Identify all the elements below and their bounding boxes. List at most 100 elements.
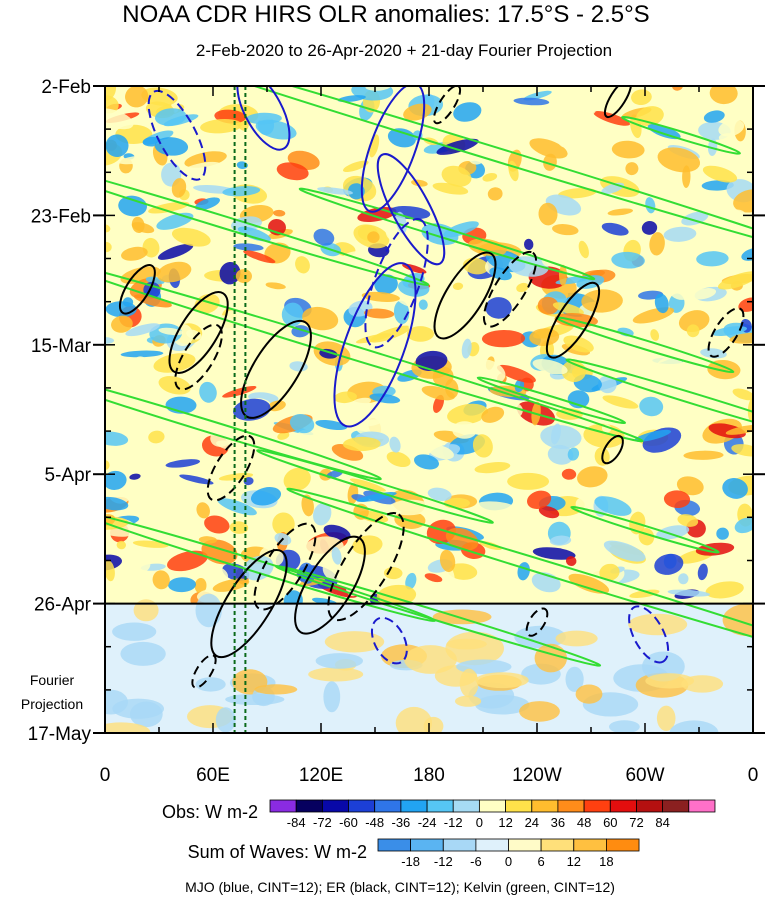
mjo-contour — [376, 153, 446, 266]
er-contour — [118, 264, 156, 315]
field-blob — [475, 501, 517, 514]
kelvin-contour — [274, 565, 602, 667]
field-blob — [436, 138, 479, 155]
field-blob — [233, 243, 264, 251]
field-blob — [474, 461, 511, 474]
field-blob — [414, 454, 439, 470]
field-blob — [702, 165, 738, 183]
field-blob — [487, 187, 503, 201]
field-blob — [415, 350, 448, 371]
field-blob — [709, 86, 738, 105]
field-blob — [537, 296, 559, 315]
field-blob — [631, 89, 652, 106]
field-blob — [566, 105, 596, 119]
colorbar-level-label: -12 — [434, 854, 453, 869]
field-blob — [678, 573, 689, 585]
colorbar-swatch — [348, 799, 376, 813]
field-blob — [222, 385, 257, 398]
field-blob — [389, 436, 401, 453]
field-blob — [210, 428, 233, 447]
field-blob — [250, 487, 282, 506]
field-blob — [532, 359, 568, 375]
field-blob — [611, 251, 645, 269]
field-blob — [532, 547, 576, 560]
field-blob — [635, 279, 656, 294]
field-blob — [131, 216, 145, 234]
er-contour — [210, 549, 288, 659]
field-blob — [563, 479, 580, 496]
field-blob — [447, 403, 489, 425]
field-blob — [587, 131, 601, 155]
projection-blob — [404, 645, 457, 674]
field-blob — [112, 455, 127, 471]
colorbar-level-label: 48 — [577, 815, 591, 830]
colorbar-swatch — [573, 838, 607, 852]
projection-blob — [455, 695, 482, 707]
colorbar-swatch — [295, 799, 323, 813]
field-blob — [272, 512, 295, 536]
colorbar-level-label: -12 — [444, 815, 463, 830]
field-blob — [443, 221, 479, 238]
mjo-contour — [364, 218, 429, 349]
y-tick-label: 15-Mar — [31, 336, 92, 357]
field-blob — [507, 472, 550, 490]
field-blob — [656, 525, 690, 540]
field-blob — [552, 302, 584, 316]
field-blob — [602, 395, 639, 409]
field-blob — [696, 400, 731, 422]
field-blob — [131, 356, 149, 375]
colorbar-level-label: 72 — [629, 815, 643, 830]
field-blob — [255, 119, 297, 140]
er-contour — [707, 307, 745, 358]
field-blob — [105, 95, 119, 114]
colorbar-swatch — [609, 799, 637, 813]
field-blob — [170, 528, 181, 549]
x-tick-label: 120E — [299, 765, 343, 786]
projection-blob — [308, 667, 364, 682]
field-blob — [597, 375, 617, 394]
x-tick-label: 60W — [625, 765, 664, 786]
field-blob — [734, 517, 753, 534]
field-blob — [738, 297, 753, 312]
field-blob — [133, 294, 172, 308]
mjo-contour — [370, 616, 408, 665]
field-blob — [638, 353, 676, 368]
field-blob — [707, 359, 741, 380]
field-blob — [567, 447, 580, 461]
projection-blob — [195, 677, 226, 692]
field-blob — [105, 470, 127, 490]
field-blob — [194, 578, 207, 594]
field-blob — [729, 332, 753, 344]
field-blob — [547, 444, 574, 465]
field-blob — [153, 353, 196, 373]
field-blob — [406, 326, 434, 342]
field-blob — [711, 326, 747, 337]
field-blob — [374, 274, 398, 295]
field-blob — [158, 376, 191, 395]
field-blob — [342, 436, 381, 452]
er-contour — [433, 251, 497, 340]
field-blob — [551, 423, 561, 445]
field-blob — [331, 546, 342, 565]
field-blob — [513, 97, 550, 106]
field-blob — [313, 228, 335, 246]
field-blob — [461, 338, 472, 359]
field-blob — [195, 197, 220, 211]
field-blob — [691, 93, 717, 104]
field-blob — [738, 224, 753, 245]
projection-blob — [475, 672, 529, 689]
er-contour — [545, 281, 601, 359]
field-blob — [682, 165, 691, 188]
field-blob — [516, 282, 529, 293]
contour-legend-footer: MJO (blue, CINT=12); ER (black, CINT=12)… — [185, 879, 615, 895]
obs-colorbar: -84 -72 -60 -48 -36 -24 -12 0 12 24 36 48 60 72 84 — [269, 799, 716, 830]
field-blob — [593, 111, 631, 126]
field-blob — [603, 86, 614, 92]
field-blob — [733, 89, 753, 102]
field-blob — [561, 468, 577, 480]
field-blob — [352, 535, 383, 555]
colorbar-swatch — [269, 799, 297, 813]
colorbar-level-label: 0 — [476, 815, 483, 830]
field-blob — [217, 136, 232, 147]
